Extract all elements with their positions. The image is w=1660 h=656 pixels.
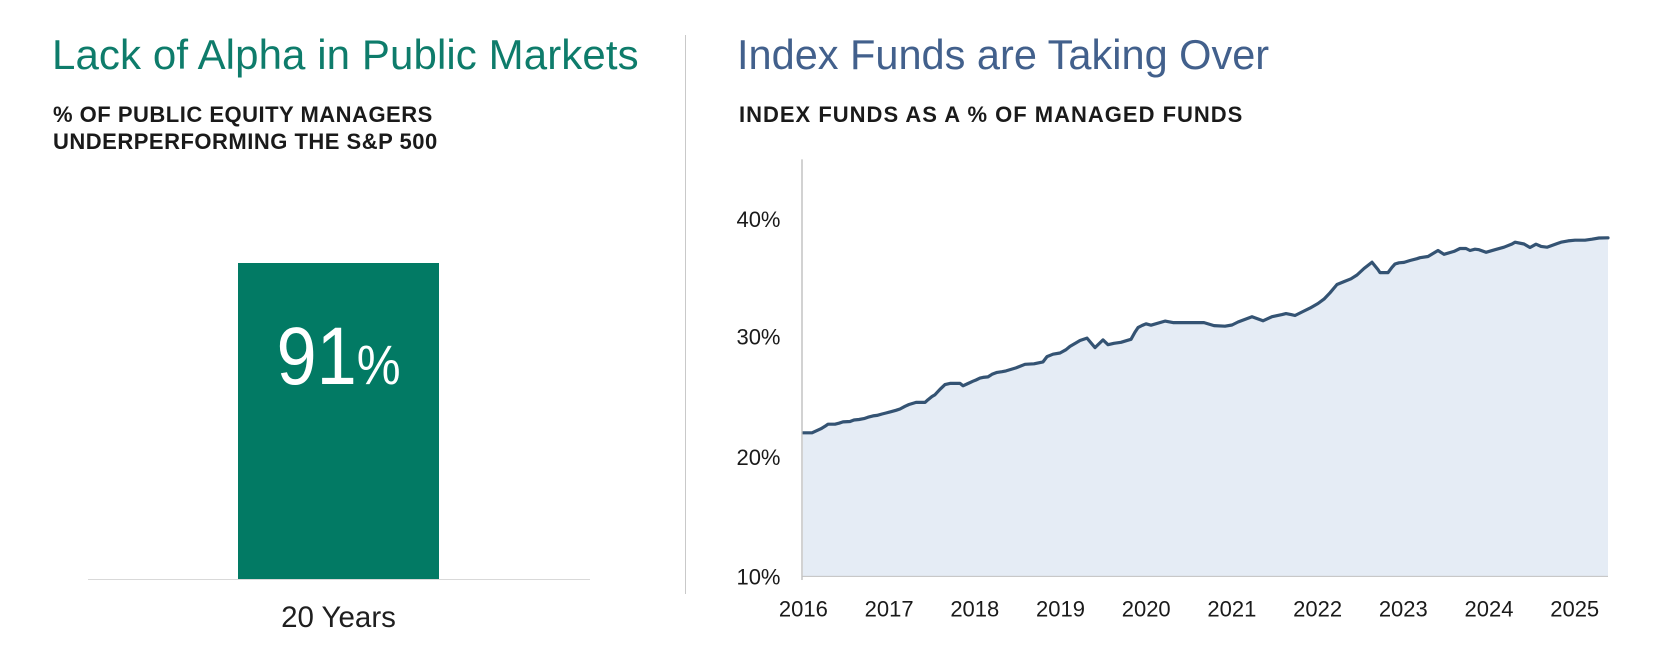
- svg-text:10%: 10%: [736, 564, 780, 589]
- svg-text:2018: 2018: [950, 597, 999, 622]
- svg-text:2020: 2020: [1122, 597, 1171, 622]
- svg-text:40%: 40%: [736, 207, 780, 232]
- svg-text:2019: 2019: [1036, 597, 1085, 622]
- svg-text:2024: 2024: [1465, 597, 1514, 622]
- svg-text:30%: 30%: [736, 325, 780, 350]
- svg-text:2023: 2023: [1379, 597, 1428, 622]
- svg-text:2017: 2017: [865, 597, 914, 622]
- svg-text:2022: 2022: [1293, 597, 1342, 622]
- svg-text:20%: 20%: [736, 445, 780, 470]
- svg-text:2016: 2016: [779, 597, 828, 622]
- svg-text:2021: 2021: [1207, 597, 1256, 622]
- svg-text:2025: 2025: [1550, 597, 1599, 622]
